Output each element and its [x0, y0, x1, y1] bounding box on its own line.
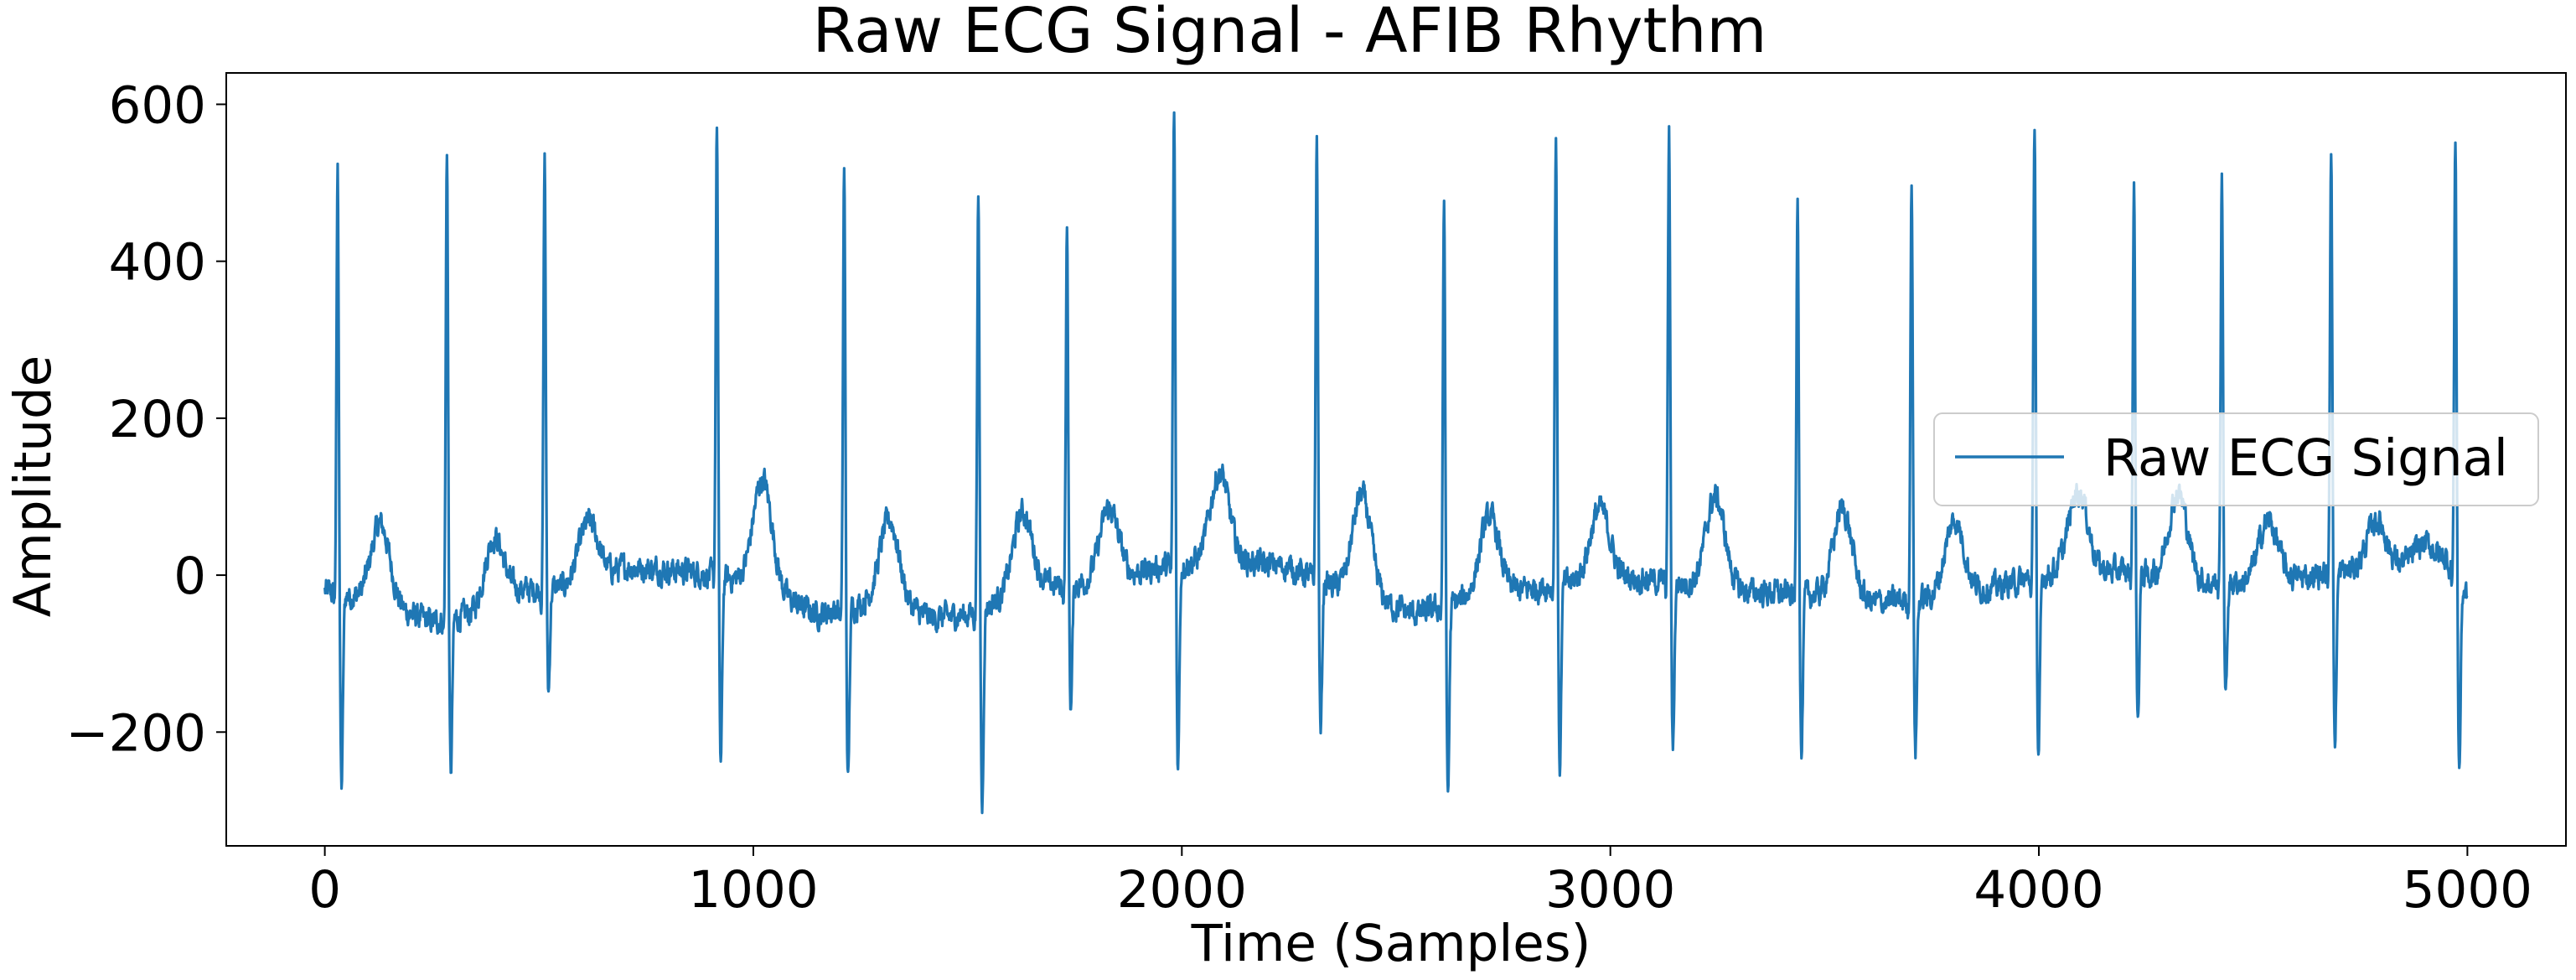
x-tick-label: 2000	[1117, 860, 1247, 920]
y-tick-label: 600	[109, 75, 206, 135]
x-axis: 0 1000 2000 3000 4000 5000	[308, 846, 2532, 920]
y-tick-label: 400	[109, 233, 206, 293]
x-axis-label: Time (Samples)	[1191, 914, 1591, 973]
ecg-series-line	[323, 111, 2469, 815]
y-tick-label: 200	[109, 390, 206, 449]
plot-area	[225, 72, 2567, 847]
series-layer	[323, 111, 2469, 815]
legend-entry-label: Raw ECG Signal	[2103, 428, 2508, 488]
x-tick-label: 1000	[688, 860, 818, 920]
y-axis-label: Amplitude	[3, 355, 63, 618]
x-tick-label: 3000	[1545, 860, 1675, 920]
axes-frame	[225, 72, 2567, 847]
x-tick-label: 4000	[1973, 860, 2103, 920]
x-tick-label: 0	[308, 860, 341, 920]
legend: Raw ECG Signal	[1933, 412, 2539, 506]
x-tick-label: 5000	[2403, 860, 2532, 920]
y-tick-label: −200	[65, 703, 206, 763]
chart-title: Raw ECG Signal - AFIB Rhythm	[813, 0, 1767, 67]
legend-box	[1933, 412, 2539, 506]
y-axis: −200 0 200 400 600	[65, 75, 226, 763]
y-tick-label: 0	[173, 547, 206, 606]
